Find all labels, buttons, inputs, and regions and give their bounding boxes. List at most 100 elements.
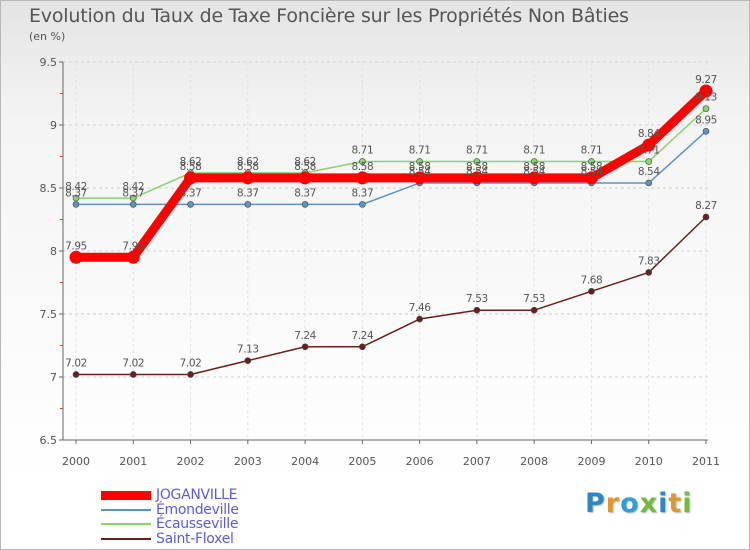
data-point-joganville xyxy=(470,171,484,185)
data-point-joganville xyxy=(584,171,598,185)
y-tick-label: 9.5 xyxy=(40,56,58,69)
data-point-saint-floxel xyxy=(530,306,538,314)
data-label-saint-floxel: 7.24 xyxy=(294,330,316,342)
data-label-saint-floxel: 7.24 xyxy=(351,330,373,342)
legend-label-ecausseville: Écausseville xyxy=(156,516,239,532)
x-axis-ticks: 2000 2001 2002 2003 2004 2005 2006 2007 2008 2009… xyxy=(62,440,720,468)
data-point-emondeville xyxy=(72,201,80,208)
y-axis-ticks: 6.5 7 7.5 8 8.5 9 9.5 xyxy=(40,56,63,447)
data-point-joganville xyxy=(241,171,255,185)
grid-lines xyxy=(63,61,708,440)
y-tick-label: 7 xyxy=(50,371,57,384)
logo-letter: r xyxy=(605,488,621,519)
data-label-joganville: 8.58 xyxy=(294,161,316,173)
data-label-emondeville: 8.37 xyxy=(65,187,87,199)
data-point-saint-floxel xyxy=(588,288,595,295)
legend-label-saint-floxel: Saint-Floxel xyxy=(156,530,234,547)
data-point-ecausseville xyxy=(416,158,423,165)
x-tick-label: 2000 xyxy=(62,455,90,468)
x-tick-label: 2001 xyxy=(119,455,147,468)
data-label-saint-floxel: 7.83 xyxy=(638,255,660,267)
legend-swatch-ecausseville xyxy=(101,523,151,525)
data-labels-layer: 7.02 7.02 7.02 7.13 7.24 7.24 7.46 7.53 7.53 7.68… xyxy=(65,74,717,370)
y-tick-label: 8.5 xyxy=(40,182,58,195)
data-point-saint-floxel xyxy=(645,269,653,276)
legend-swatch-joganville xyxy=(101,490,151,500)
data-label-emondeville: 8.54 xyxy=(523,166,545,178)
x-tick-label: 2002 xyxy=(177,455,205,468)
data-point-saint-floxel xyxy=(473,306,481,314)
data-point-joganville xyxy=(355,171,369,185)
data-label-ecausseville: 8.62 xyxy=(180,156,202,168)
data-label-emondeville: 8.54 xyxy=(409,166,431,178)
data-point-ecausseville xyxy=(129,194,137,202)
series-line-emondeville xyxy=(75,130,707,206)
data-point-joganville xyxy=(126,250,140,264)
y-tick-label: 8 xyxy=(50,245,57,258)
data-point-ecausseville xyxy=(702,105,710,112)
x-tick-label: 2004 xyxy=(291,455,319,468)
chart-title: Evolution du Taux de Taxe Foncière sur l… xyxy=(29,5,629,27)
data-label-emondeville: 8.37 xyxy=(351,187,373,199)
logo-letter: x xyxy=(639,488,659,519)
data-label-ecausseville: 9.13 xyxy=(695,92,717,104)
data-point-joganville xyxy=(69,250,83,264)
data-point-saint-floxel xyxy=(244,357,252,364)
data-label-joganville: 8.58 xyxy=(409,161,431,173)
data-label-emondeville: 8.54 xyxy=(466,166,488,178)
data-point-ecausseville xyxy=(72,194,80,202)
data-label-emondeville: 8.37 xyxy=(122,187,144,199)
data-point-ecausseville xyxy=(359,158,366,165)
data-point-joganville xyxy=(527,171,541,185)
data-label-ecausseville: 8.62 xyxy=(237,156,259,168)
data-label-saint-floxel: 7.53 xyxy=(466,293,488,305)
data-label-emondeville: 8.54 xyxy=(638,166,660,178)
data-label-emondeville: 8.37 xyxy=(237,187,259,199)
data-point-emondeville xyxy=(244,201,252,208)
y-tick-label: 9 xyxy=(50,119,57,132)
chart-subtitle: (en %) xyxy=(29,30,66,43)
data-point-joganville xyxy=(184,171,198,185)
data-label-emondeville: 8.95 xyxy=(695,114,717,126)
data-label-joganville: 8.58 xyxy=(237,161,259,173)
data-label-saint-floxel: 7.02 xyxy=(65,357,87,369)
data-point-ecausseville xyxy=(588,158,595,165)
data-label-emondeville: 8.54 xyxy=(581,166,603,178)
logo-letter: i xyxy=(682,488,693,519)
data-label-emondeville: 8.37 xyxy=(180,187,202,199)
data-point-saint-floxel xyxy=(416,315,423,323)
legend-label-joganville: JOGANVILLE xyxy=(156,487,238,503)
logo-letter: o xyxy=(620,488,640,519)
series-line-ecausseville xyxy=(75,107,707,199)
y-tick-label: 7.5 xyxy=(40,308,58,321)
data-label-joganville: 8.58 xyxy=(581,161,603,173)
data-point-ecausseville xyxy=(530,158,538,165)
data-label-ecausseville: 8.71 xyxy=(638,145,660,157)
data-label-ecausseville: 8.71 xyxy=(351,145,373,157)
x-tick-label: 2003 xyxy=(234,455,262,468)
data-label-ecausseville: 8.71 xyxy=(523,145,545,157)
x-tick-label: 2009 xyxy=(577,455,605,468)
x-tick-label: 2008 xyxy=(520,455,548,468)
data-label-joganville: 9.27 xyxy=(695,74,717,86)
logo-letter: P xyxy=(585,488,606,519)
data-point-joganville xyxy=(699,84,713,98)
data-point-saint-floxel xyxy=(72,371,80,378)
data-point-emondeville xyxy=(645,179,653,187)
data-label-saint-floxel: 8.27 xyxy=(695,200,717,212)
data-label-ecausseville: 8.71 xyxy=(409,145,431,157)
data-label-saint-floxel: 7.02 xyxy=(122,357,144,369)
data-label-ecausseville: 8.71 xyxy=(581,145,603,157)
proxiti-logo: Proxiti xyxy=(585,488,693,519)
data-label-joganville: 8.58 xyxy=(466,161,488,173)
data-label-joganville: 7.95 xyxy=(122,240,144,252)
logo-letter: t xyxy=(668,488,683,519)
data-point-saint-floxel xyxy=(301,343,309,351)
data-label-joganville: 8.58 xyxy=(523,161,545,173)
legend-swatch-saint-floxel xyxy=(101,537,151,540)
data-label-saint-floxel: 7.02 xyxy=(180,357,202,369)
data-label-emondeville: 8.37 xyxy=(294,187,316,199)
x-tick-label: 2007 xyxy=(463,455,491,468)
data-label-ecausseville: 8.71 xyxy=(466,145,488,157)
